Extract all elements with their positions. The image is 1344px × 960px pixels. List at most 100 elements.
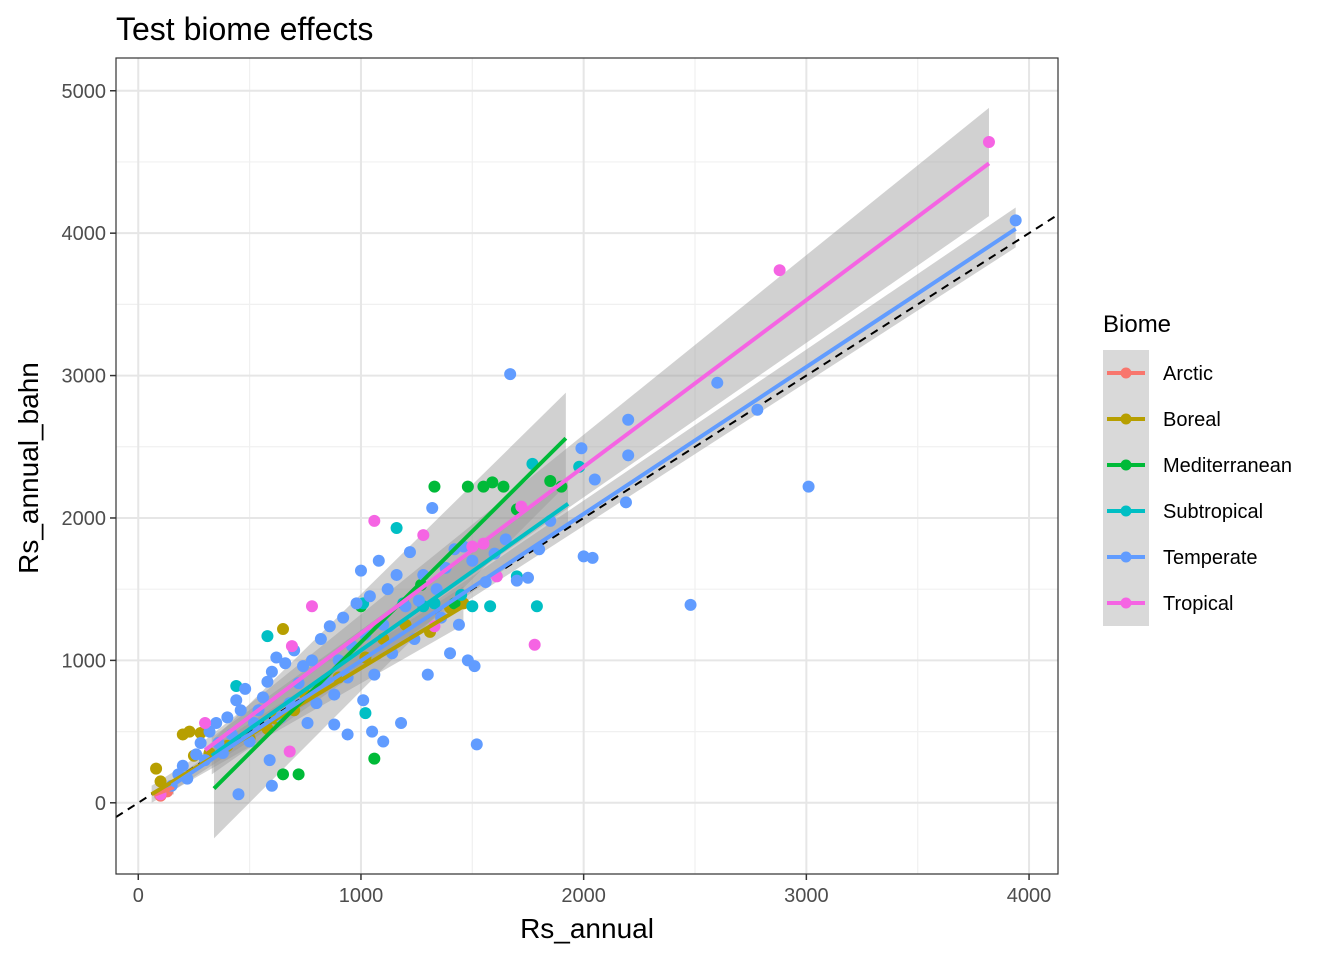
point-mediterranean: [486, 476, 499, 489]
point-temperate: [239, 682, 252, 695]
point-temperate: [366, 725, 379, 738]
legend-label-mediterranean: Mediterranean: [1163, 455, 1292, 477]
point-temperate: [265, 779, 278, 792]
point-mediterranean: [497, 480, 510, 493]
y-tick-label: 3000: [62, 366, 107, 388]
point-temperate: [357, 694, 370, 707]
point-temperate: [619, 496, 632, 509]
point-temperate: [328, 718, 341, 731]
y-tick-label: 0: [95, 793, 106, 815]
x-axis: 0 1000 2000 3000 4000: [133, 874, 1052, 907]
legend-key-point: [1120, 505, 1132, 517]
x-tick-label: 2000: [561, 885, 606, 907]
point-temperate: [684, 598, 697, 611]
point-temperate: [194, 736, 207, 749]
x-axis-title: Rs_annual: [520, 913, 654, 944]
point-boreal: [150, 762, 163, 775]
point-tropical: [368, 514, 381, 527]
point-temperate: [310, 697, 323, 710]
point-tropical: [773, 264, 786, 277]
point-temperate: [622, 413, 635, 426]
point-temperate: [354, 564, 367, 577]
point-mediterranean: [368, 752, 381, 765]
point-temperate: [314, 633, 327, 646]
point-temperate: [221, 711, 234, 724]
point-temperate: [263, 754, 276, 767]
point-temperate: [499, 533, 512, 546]
point-tropical: [417, 529, 430, 542]
point-tropical: [305, 600, 318, 613]
grid-major: [116, 58, 1058, 874]
legend-item-tropical: Tropical: [1103, 580, 1233, 626]
legend-key-point: [1120, 597, 1132, 609]
legend-key-point: [1120, 551, 1132, 563]
point-tropical: [283, 745, 296, 758]
panel-border: [115, 57, 1059, 875]
point-subtropical: [390, 521, 403, 534]
point-mediterranean: [428, 480, 441, 493]
point-mediterranean: [461, 480, 474, 493]
point-temperate: [234, 704, 247, 717]
point-temperate: [510, 574, 523, 587]
fit-line-tropical: [203, 161, 991, 752]
point-mediterranean: [292, 768, 305, 781]
point-temperate: [323, 620, 336, 633]
point-temperate: [350, 597, 363, 610]
legend-item-subtropical: Subtropical: [1103, 488, 1263, 534]
fit-line-arctic: [153, 785, 175, 797]
point-subtropical: [466, 600, 479, 613]
point-boreal: [154, 775, 167, 788]
x-tick-label: 3000: [784, 885, 829, 907]
legend-label-subtropical: Subtropical: [1163, 501, 1263, 523]
point-temperate: [421, 668, 434, 681]
legend-key-point: [1120, 459, 1132, 471]
legend-key-point: [1120, 413, 1132, 425]
point-tropical: [285, 640, 298, 653]
legend-label-arctic: Arctic: [1163, 363, 1213, 385]
point-temperate: [297, 660, 310, 673]
point-tropical: [982, 136, 995, 149]
point-tropical: [528, 638, 541, 651]
point-temperate: [521, 571, 534, 584]
x-tick-label: 0: [133, 885, 144, 907]
point-temperate: [256, 691, 269, 704]
point-mediterranean: [544, 474, 557, 487]
legend-label-boreal: Boreal: [1163, 409, 1221, 431]
y-axis: 0 1000 2000 3000 4000 5000: [62, 81, 116, 815]
fit-line-temperate: [170, 227, 1017, 788]
point-temperate: [368, 668, 381, 681]
point-temperate: [575, 442, 588, 455]
point-boreal: [194, 727, 207, 740]
legend-title: Biome: [1103, 311, 1171, 338]
point-temperate: [381, 583, 394, 596]
point-temperate: [210, 717, 223, 730]
legend-item-arctic: Arctic: [1103, 350, 1213, 396]
point-temperate: [176, 759, 189, 772]
legend-item-temperate: Temperate: [1103, 534, 1258, 580]
point-temperate: [232, 788, 245, 801]
y-axis-title: Rs_annual_bahn: [13, 362, 44, 574]
point-temperate: [372, 554, 385, 567]
point-temperate: [711, 376, 724, 389]
point-subtropical: [484, 600, 497, 613]
point-subtropical: [359, 707, 372, 720]
x-tick-label: 4000: [1007, 885, 1052, 907]
point-temperate: [230, 694, 243, 707]
point-temperate: [270, 651, 283, 664]
y-tick-label: 5000: [62, 81, 107, 103]
y-tick-label: 2000: [62, 508, 107, 530]
point-temperate: [395, 717, 408, 730]
point-temperate: [802, 480, 815, 493]
point-temperate: [426, 502, 439, 515]
y-tick-label: 1000: [62, 650, 107, 672]
point-temperate: [452, 618, 465, 631]
legend-items: Arctic Boreal Mediterranean Subtropical Temp…: [1103, 350, 1292, 626]
point-temperate: [412, 594, 425, 607]
fit-lines: [150, 161, 1017, 797]
point-temperate: [588, 473, 601, 486]
chart-title: Test biome effects: [116, 11, 373, 47]
legend-item-mediterranean: Mediterranean: [1103, 442, 1292, 488]
legend-label-tropical: Tropical: [1163, 593, 1233, 615]
point-temperate: [377, 735, 390, 748]
point-temperate: [751, 403, 764, 416]
